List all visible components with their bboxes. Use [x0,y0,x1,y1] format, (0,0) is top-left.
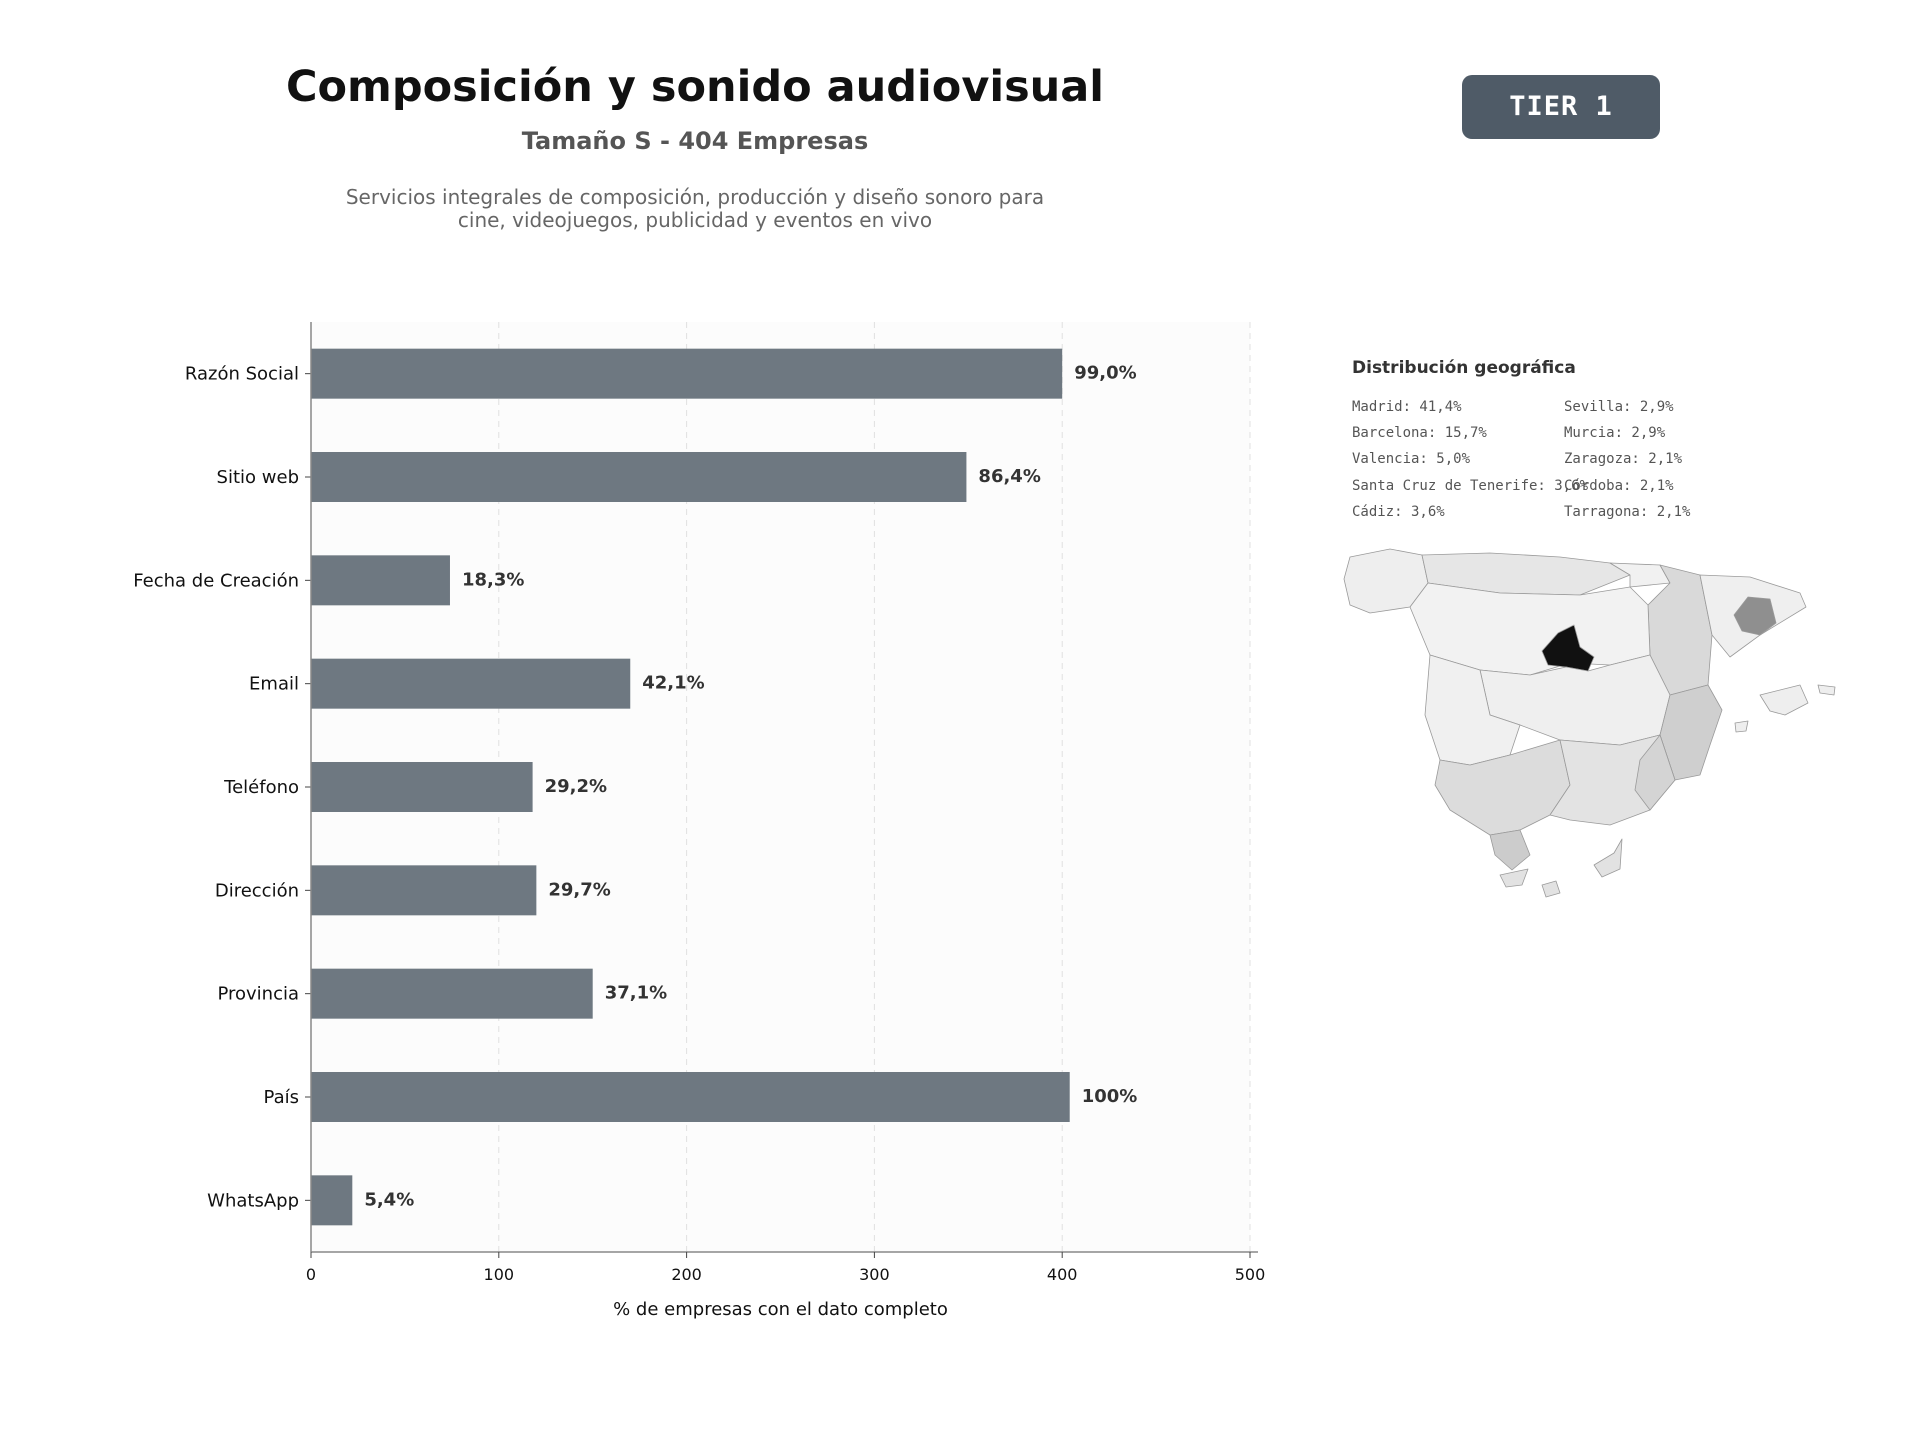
category-label: WhatsApp [207,1190,299,1211]
map-region-pais-vasco [1609,562,1671,588]
geo-list-right: Sevilla: 2,9% Murcia: 2,9% Zaragoza: 2,1… [1564,394,1690,525]
x-axis-label: % de empresas con el dato completo [613,1299,948,1320]
description-line: cine, videojuegos, publicidad y eventos … [457,208,933,232]
map-region-canarias-tenerife [1499,868,1529,888]
bar [311,865,537,916]
description-line: Servicios integrales de composición, pro… [345,185,1045,209]
data-label: 100% [1082,1086,1138,1107]
geo-entry: Sevilla: 2,9% [1564,399,1674,415]
category-label: Provincia [217,984,299,1005]
chart-description: Servicios integrales de composición, pro… [0,186,1390,232]
map-region-baleares-menorca [1817,684,1836,696]
chart-title: Composición y sonido audiovisual [285,62,1105,112]
data-label: 5,4% [364,1189,414,1210]
bar [311,348,1063,399]
map-region-canarias-gran-canaria [1541,880,1561,898]
data-label: 18,3% [462,569,524,590]
data-label: 86,4% [978,466,1040,487]
bar [311,968,593,1019]
bar [311,762,533,812]
geo-title: Distribución geográfica [1352,358,1576,378]
data-label: 29,7% [548,879,610,900]
bar [311,658,631,709]
bar [311,555,450,606]
bar [311,1175,353,1226]
map-region-canarias-palmas [1593,838,1623,878]
bar-chart: Razón Social 99,0% Sitio web 86,4% Fecha de … [133,322,1266,1320]
x-tick-label: 100 [484,1265,515,1284]
chart-subtitle: Tamaño S - 404 Empresas [521,127,869,155]
data-label: 29,2% [545,776,607,797]
bar [311,452,967,502]
data-label: 99,0% [1074,363,1136,384]
category-label: Dirección [215,880,299,901]
geo-entry: Cádiz: 3,6% [1352,503,1445,520]
spain-map [1343,548,1836,898]
geo-entry: Tarragona: 2,1% [1564,503,1691,520]
x-tick-label: 400 [1047,1265,1078,1284]
geo-list-left: Madrid: 41,4% Barcelona: 15,7% Valencia:… [1352,394,1588,525]
map-region-baleares-ibiza [1734,720,1749,733]
geo-entry: Barcelona: 15,7% [1352,425,1487,442]
geo-entry: Valencia: 5,0% [1352,451,1471,468]
category-label: País [264,1087,299,1108]
geo-entry: Zaragoza: 2,1% [1564,451,1683,468]
category-label: Sitio web [217,467,299,488]
x-tick-label: 500 [1235,1265,1266,1284]
map-region-madrid [1541,624,1595,672]
bar [311,1072,1070,1122]
data-label: 42,1% [642,673,704,694]
category-label: Fecha de Creación [133,570,299,591]
geo-entry: Santa Cruz de Tenerife: 3,6% [1352,477,1589,494]
category-label: Teléfono [223,777,299,798]
category-label: Email [249,674,299,695]
x-tick-label: 0 [306,1265,316,1284]
geo-entry: Córdoba: 2,1% [1564,477,1674,494]
data-label: 37,1% [605,983,667,1004]
x-tick-label: 300 [859,1265,890,1284]
geo-entry: Madrid: 41,4% [1352,399,1462,415]
category-label: Razón Social [185,364,299,385]
map-region-barcelona [1733,596,1777,636]
tier-badge: TIER 1 [1462,75,1660,139]
geo-entry: Murcia: 2,9% [1564,425,1666,442]
map-region-cadiz [1489,829,1531,871]
map-region-murcia [1634,734,1676,811]
map-region-baleares-mallorca [1759,684,1809,716]
x-tick-label: 200 [671,1265,702,1284]
